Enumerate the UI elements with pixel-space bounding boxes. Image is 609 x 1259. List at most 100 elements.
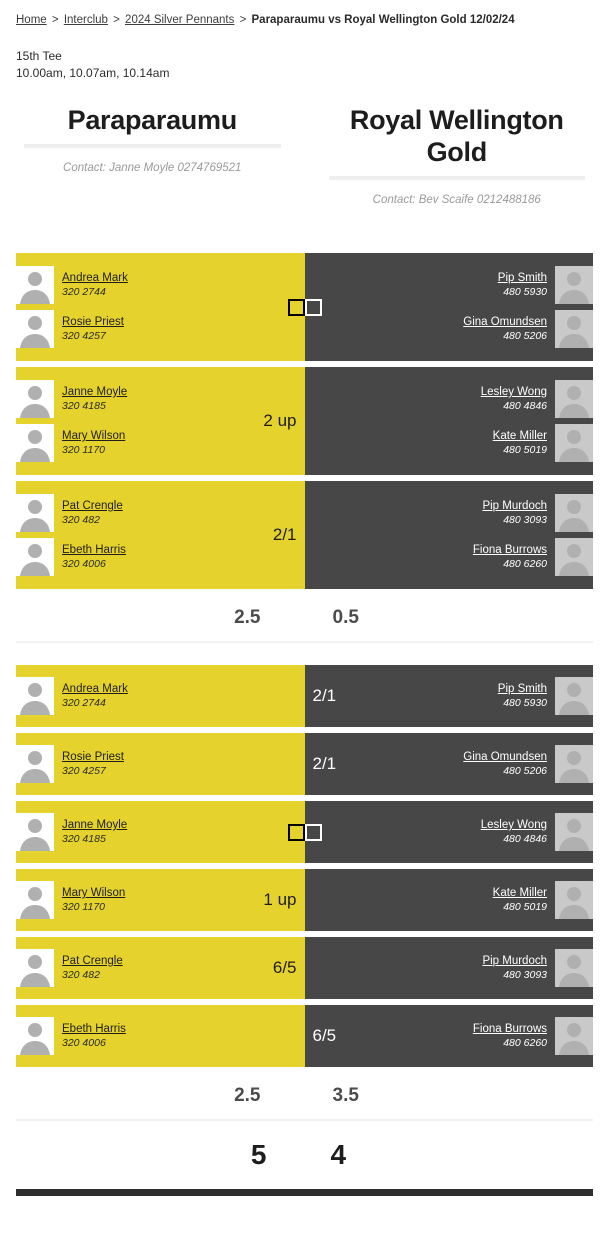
player-avatar-icon (16, 538, 54, 576)
player-name-link[interactable]: Kate Miller (492, 887, 547, 899)
match-side-away: Pip Smith 480 5930 Gina Omundsen 480 5206 (304, 253, 593, 361)
player-avatar-icon (555, 494, 593, 532)
match-row[interactable]: Rosie Priest 320 4257 2/1 Gina Omundsen 480 … (16, 733, 593, 795)
player-name-link[interactable]: Gina Omundsen (463, 751, 547, 763)
player: Pat Crengle 320 482 (16, 491, 213, 535)
match-row[interactable]: Andrea Mark 320 2744 2/1 Pip Smith 480 5930 (16, 665, 593, 727)
player-id: 480 5019 (503, 444, 547, 456)
match-side-home: Ebeth Harris 320 4006 (16, 1005, 305, 1067)
match-row[interactable]: Janne Moyle 320 4185 Lesley Wong 480 4846 (16, 801, 593, 863)
player: Pip Murdoch 480 3093 (397, 946, 593, 990)
home-players: Andrea Mark 320 2744 Rosie Priest 320 4257 (16, 258, 213, 356)
match-row[interactable]: Andrea Mark 320 2744 Rosie Priest 320 4257 P… (16, 253, 593, 361)
player-avatar-icon (16, 745, 54, 783)
player-name-link[interactable]: Andrea Mark (62, 683, 128, 695)
player: Janne Moyle 320 4185 (16, 810, 213, 854)
player-info: Pat Crengle 320 482 (62, 954, 123, 982)
player-id: 320 1170 (62, 444, 106, 456)
away-players: Pip Murdoch 480 3093 (397, 941, 593, 995)
player-name-link[interactable]: Mary Wilson (62, 430, 126, 442)
player-info: Kate Miller 480 5019 (493, 886, 547, 914)
grand-total: 5 4 (0, 1121, 609, 1171)
player: Andrea Mark 320 2744 (16, 263, 213, 307)
breadcrumb-link-competition[interactable]: 2024 Silver Pennants (125, 14, 235, 26)
breadcrumb: Home > Interclub > 2024 Silver Pennants … (0, 0, 609, 28)
player-name-link[interactable]: Janne Moyle (62, 386, 128, 398)
player-avatar-icon (555, 745, 593, 783)
breadcrumb-separator: > (239, 14, 247, 26)
match-side-home: Pat Crengle 320 482 6/5 (16, 937, 305, 999)
player-name-link[interactable]: Pat Crengle (62, 955, 123, 967)
player-name-link[interactable]: Mary Wilson (62, 887, 126, 899)
home-players: Rosie Priest 320 4257 (16, 737, 213, 791)
player-name-link[interactable]: Pat Crengle (62, 500, 123, 512)
halved-checkbox[interactable] (287, 298, 305, 316)
match-score-home (213, 733, 305, 795)
away-players: Pip Murdoch 480 3093 Fiona Burrows 480 6260 (397, 486, 593, 584)
match-side-away: Pip Murdoch 480 3093 Fiona Burrows 480 6260 (304, 481, 593, 589)
player-info: Lesley Wong 480 4846 (481, 385, 547, 413)
match-row[interactable]: Mary Wilson 320 1170 1 up Kate Miller 480 50… (16, 869, 593, 931)
player-name-link[interactable]: Lesley Wong (480, 386, 547, 398)
player-name-link[interactable]: Pip Smith (497, 683, 547, 695)
match-row[interactable]: Pat Crengle 320 482 Ebeth Harris 320 4006 2/… (16, 481, 593, 589)
player: Fiona Burrows 480 6260 (397, 1014, 593, 1058)
player-name-link[interactable]: Rosie Priest (62, 751, 124, 763)
player-name-link[interactable]: Andrea Mark (62, 272, 128, 284)
player: Pip Smith 480 5930 (397, 674, 593, 718)
match-row[interactable]: Ebeth Harris 320 4006 6/5 Fiona Burrows 480 … (16, 1005, 593, 1067)
halved-checkbox[interactable] (304, 298, 322, 316)
match-side-home: Andrea Mark 320 2744 Rosie Priest 320 4257 (16, 253, 305, 361)
tee-name: 15th Tee (16, 49, 62, 63)
player-avatar-icon (16, 266, 54, 304)
player-name-link[interactable]: Ebeth Harris (62, 1023, 126, 1035)
match-row[interactable]: Janne Moyle 320 4185 Mary Wilson 320 1170 2 … (16, 367, 593, 475)
player-avatar-icon (555, 949, 593, 987)
home-players: Janne Moyle 320 4185 (16, 805, 213, 859)
match-side-away: Lesley Wong 480 4846 (304, 801, 593, 863)
player-name-link[interactable]: Ebeth Harris (62, 544, 126, 556)
player-id: 320 482 (62, 514, 100, 526)
halved-checkbox[interactable] (304, 823, 322, 841)
player-name-link[interactable]: Gina Omundsen (463, 316, 547, 328)
player: Lesley Wong 480 4846 (397, 377, 593, 421)
match-score-away (304, 801, 397, 863)
player-name-link[interactable]: Fiona Burrows (472, 1023, 547, 1035)
player-info: Pip Smith 480 5930 (498, 682, 547, 710)
team-home-contact: Contact: Janne Moyle 0274769521 (63, 162, 242, 174)
player: Ebeth Harris 320 4006 (16, 1014, 213, 1058)
match-row[interactable]: Pat Crengle 320 482 6/5 Pip Murdoch 480 3093 (16, 937, 593, 999)
singles-match-list: Andrea Mark 320 2744 2/1 Pip Smith 480 5930 R… (0, 643, 609, 1067)
match-score-away (305, 937, 397, 999)
player-id: 320 4006 (62, 558, 106, 570)
player-info: Ebeth Harris 320 4006 (62, 543, 126, 571)
player-name-link[interactable]: Janne Moyle (62, 819, 128, 831)
breadcrumb-link-home[interactable]: Home (16, 14, 47, 26)
player-name-link[interactable]: Pip Murdoch (482, 955, 547, 967)
player-avatar-icon (16, 424, 54, 462)
player-id: 480 4846 (503, 833, 547, 845)
match-score-away: 2/1 (305, 665, 397, 727)
player-avatar-icon (16, 813, 54, 851)
singles-subtotal-divider (16, 1119, 593, 1121)
singles-subtotal-away: 3.5 (332, 1085, 359, 1106)
score-text: 1 up (263, 890, 297, 909)
halved-checkbox[interactable] (287, 823, 305, 841)
grand-total-away: 4 (330, 1139, 347, 1170)
player-name-link[interactable]: Fiona Burrows (472, 544, 547, 556)
player-name-link[interactable]: Kate Miller (492, 430, 547, 442)
player-avatar-icon (555, 813, 593, 851)
breadcrumb-link-interclub[interactable]: Interclub (63, 14, 108, 26)
player-name-link[interactable]: Rosie Priest (62, 316, 124, 328)
player-id: 480 5930 (503, 286, 547, 298)
player-name-link[interactable]: Pip Murdoch (482, 500, 547, 512)
match-side-home: Janne Moyle 320 4185 Mary Wilson 320 1170 2 … (16, 367, 305, 475)
player-id: 480 3093 (503, 514, 547, 526)
match-score-home: 6/5 (213, 937, 305, 999)
player-name-link[interactable]: Pip Smith (497, 272, 547, 284)
player-name-link[interactable]: Lesley Wong (480, 819, 547, 831)
player-info: Mary Wilson 320 1170 (62, 886, 125, 914)
player-id: 480 5206 (503, 765, 547, 777)
player-avatar-icon (555, 424, 593, 462)
bottom-bar (16, 1189, 593, 1196)
